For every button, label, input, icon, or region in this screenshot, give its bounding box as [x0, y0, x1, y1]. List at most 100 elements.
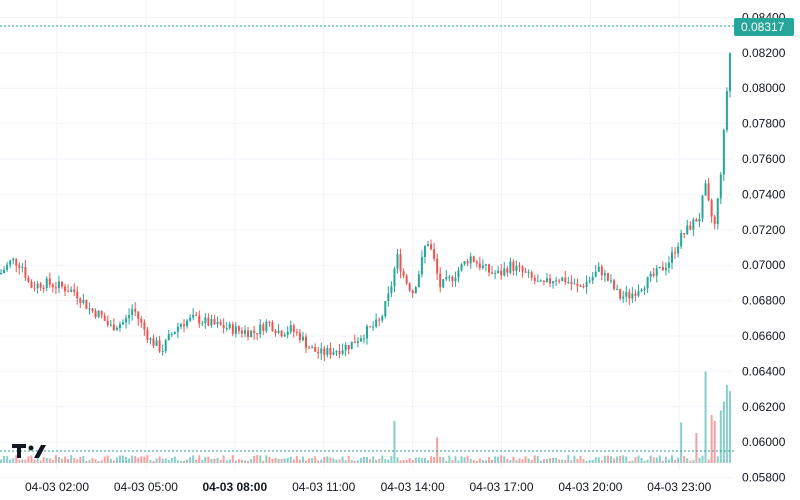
candle[interactable] — [54, 281, 57, 294]
candle[interactable] — [134, 302, 137, 317]
candle[interactable] — [173, 331, 176, 335]
candle[interactable] — [549, 273, 551, 288]
candle[interactable] — [247, 326, 250, 341]
candle[interactable] — [51, 283, 54, 293]
candle[interactable] — [286, 325, 289, 339]
candle[interactable] — [555, 276, 558, 287]
candle[interactable] — [122, 319, 124, 326]
candle[interactable] — [481, 259, 484, 270]
candle[interactable] — [606, 272, 609, 282]
candle[interactable] — [350, 341, 353, 350]
candle[interactable] — [213, 315, 216, 325]
candle[interactable] — [628, 288, 631, 306]
candle[interactable] — [576, 278, 579, 293]
candle[interactable] — [9, 259, 12, 269]
candle[interactable] — [378, 317, 381, 327]
candle[interactable] — [57, 275, 60, 294]
candle[interactable] — [234, 322, 237, 338]
candle[interactable] — [39, 281, 42, 291]
candle[interactable] — [42, 284, 45, 293]
candle[interactable] — [655, 265, 658, 283]
candle[interactable] — [82, 293, 85, 305]
candle[interactable] — [695, 217, 698, 222]
candle[interactable] — [701, 194, 704, 223]
candle[interactable] — [652, 267, 655, 278]
candle[interactable] — [228, 321, 231, 330]
candle[interactable] — [600, 264, 603, 281]
candle[interactable] — [427, 240, 429, 247]
candle[interactable] — [70, 286, 73, 293]
candle[interactable] — [414, 285, 417, 294]
candle[interactable] — [664, 262, 667, 276]
candle[interactable] — [225, 321, 228, 332]
candle[interactable] — [189, 314, 192, 323]
candle[interactable] — [573, 278, 576, 285]
candle[interactable] — [359, 335, 362, 342]
candlestick-series[interactable] — [0, 52, 731, 362]
candle[interactable] — [552, 280, 555, 289]
candle[interactable] — [463, 261, 466, 266]
candle[interactable] — [112, 318, 115, 331]
candle[interactable] — [433, 242, 436, 262]
candle[interactable] — [140, 316, 143, 328]
candle[interactable] — [454, 271, 457, 287]
candle[interactable] — [478, 256, 481, 271]
candle[interactable] — [338, 343, 341, 359]
candle[interactable] — [716, 197, 719, 230]
candle[interactable] — [183, 319, 185, 333]
candle[interactable] — [366, 324, 368, 345]
candle[interactable] — [530, 270, 533, 281]
candle[interactable] — [195, 311, 198, 317]
candle[interactable] — [250, 330, 253, 338]
candle[interactable] — [262, 322, 265, 336]
candle[interactable] — [518, 262, 521, 273]
candle[interactable] — [634, 289, 637, 302]
candle[interactable] — [265, 319, 268, 333]
candle[interactable] — [347, 344, 350, 355]
candle[interactable] — [305, 333, 307, 354]
candle[interactable] — [283, 332, 286, 338]
candle[interactable] — [710, 198, 713, 223]
candle[interactable] — [320, 342, 323, 361]
candle[interactable] — [558, 278, 561, 284]
candle[interactable] — [356, 337, 359, 348]
candle[interactable] — [186, 318, 189, 329]
candle[interactable] — [579, 284, 582, 287]
candle[interactable] — [176, 322, 179, 339]
candle[interactable] — [564, 270, 567, 286]
candle[interactable] — [390, 281, 393, 298]
candle[interactable] — [198, 310, 201, 328]
candle[interactable] — [411, 289, 414, 298]
candle[interactable] — [561, 276, 564, 282]
candle[interactable] — [527, 269, 530, 279]
candle[interactable] — [512, 259, 515, 276]
candle[interactable] — [707, 178, 710, 202]
candle[interactable] — [149, 337, 152, 345]
candle[interactable] — [292, 323, 295, 338]
candle[interactable] — [658, 266, 661, 269]
candle[interactable] — [317, 346, 320, 359]
candle[interactable] — [128, 308, 131, 325]
candle[interactable] — [94, 308, 97, 319]
candle[interactable] — [329, 342, 332, 359]
candle[interactable] — [311, 344, 314, 349]
candle[interactable] — [387, 286, 390, 307]
candle[interactable] — [323, 345, 326, 362]
candle[interactable] — [295, 328, 298, 336]
candle[interactable] — [728, 52, 731, 98]
candle[interactable] — [643, 285, 646, 295]
candle[interactable] — [692, 217, 695, 237]
candle[interactable] — [497, 265, 500, 274]
candle[interactable] — [64, 283, 67, 297]
candle[interactable] — [125, 314, 128, 329]
candle[interactable] — [582, 283, 585, 289]
candle[interactable] — [18, 262, 21, 275]
candle[interactable] — [539, 279, 542, 282]
candle[interactable] — [503, 261, 506, 277]
candle[interactable] — [713, 214, 716, 230]
candle[interactable] — [521, 265, 524, 278]
candle[interactable] — [491, 265, 494, 275]
candle[interactable] — [619, 288, 622, 301]
